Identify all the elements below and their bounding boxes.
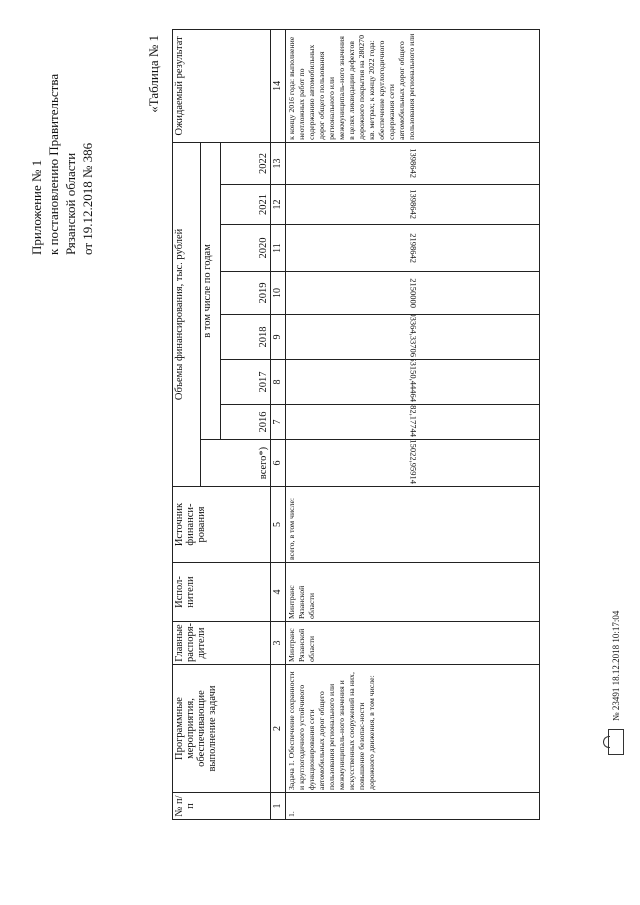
year-value: 1398642 <box>408 189 419 220</box>
row-value-2022: 1398642 <box>285 142 540 185</box>
row-source: всего, в том числе: <box>285 486 540 563</box>
column-number: 2 <box>270 664 286 793</box>
appendix-line: к постановлению Правительства <box>46 73 61 255</box>
row-total: 14015022,95914 <box>285 439 540 487</box>
header-year: 2020 <box>220 224 271 272</box>
row-value-2018: 2703364,33706 <box>285 314 540 360</box>
row-value-2016: 1912582,17744 <box>285 404 540 440</box>
table-label: «Таблица № 1 <box>146 35 161 113</box>
funding-table: № п/п Программные мероприятия, обеспечив… <box>172 29 540 820</box>
row-executor: Минтранс Рязанской области <box>285 562 540 622</box>
header-year: 2018 <box>220 314 271 360</box>
column-number: 12 <box>270 184 286 225</box>
header-total: всего*) <box>200 439 271 487</box>
appendix-date: от 19.12.2018 № 386 <box>80 142 95 255</box>
column-number: 8 <box>270 359 286 405</box>
header-manager: Главные распоря-дители <box>172 621 271 665</box>
row-result: к концу 2016 года: выполнение неотложных… <box>285 29 540 143</box>
header-executor: Испол-нители <box>172 562 271 622</box>
header-by-years: в том числе по годам <box>200 142 221 440</box>
column-number: 11 <box>270 224 286 272</box>
header-funding: Объемы финансирования, тыс. рублей <box>172 142 201 487</box>
year-value: 2703364,33706 <box>408 314 419 358</box>
registration-number: № 23491 18.12.2018 10:17:04 <box>611 610 621 721</box>
header-year: 2021 <box>220 184 271 225</box>
year-value: 2253150,44464 <box>408 359 419 403</box>
row-value-2019: 2150000 <box>285 271 540 315</box>
header-year: 2022 <box>220 142 271 185</box>
registry-stamp-icon <box>608 729 624 755</box>
year-value: 2198642 <box>408 233 419 263</box>
appendix-title: Приложение № 1 <box>29 159 44 255</box>
header-number: № п/п <box>172 792 271 820</box>
row-value-2021: 1398642 <box>285 184 540 225</box>
year-value: 1912582,17744 <box>408 404 419 438</box>
header-result: Ожидаемый результат <box>172 29 271 143</box>
header-year: 2017 <box>220 359 271 405</box>
header-year: 2016 <box>220 404 271 440</box>
header-activity: Программные мероприятия, обеспечивающие … <box>172 664 271 793</box>
column-number: 1 <box>270 792 286 820</box>
year-value: 1398642 <box>408 148 419 179</box>
row-value-2017: 2253150,44464 <box>285 359 540 405</box>
table-row: 1. Задача 1. Обеспечение сохранности и к… <box>285 29 540 820</box>
column-number: 6 <box>270 439 286 487</box>
column-number: 4 <box>270 562 286 622</box>
registration-footer: № 23491 18.12.2018 10:17:04 <box>608 611 624 755</box>
column-number: 7 <box>270 404 286 440</box>
appendix-header: Приложение № 1 к постановлению Правитель… <box>28 74 96 255</box>
row-manager: Минтранс Рязанской области <box>285 621 540 665</box>
row-value-2020: 2198642 <box>285 224 540 272</box>
appendix-line: Рязанской области <box>63 152 78 255</box>
row-activity: Задача 1. Обеспечение сохранности и круг… <box>285 664 540 793</box>
column-number: 5 <box>270 486 286 563</box>
total-value: 14015022,95914 <box>408 439 419 485</box>
column-number: 10 <box>270 271 286 315</box>
header-year: 2019 <box>220 271 271 315</box>
column-number: 3 <box>270 621 286 665</box>
column-number: 13 <box>270 142 286 185</box>
header-source: Источник финанси-рования <box>172 486 271 563</box>
year-value: 2150000 <box>408 278 419 308</box>
row-number: 1. <box>285 792 540 820</box>
column-number: 14 <box>270 29 286 143</box>
column-number: 9 <box>270 314 286 360</box>
